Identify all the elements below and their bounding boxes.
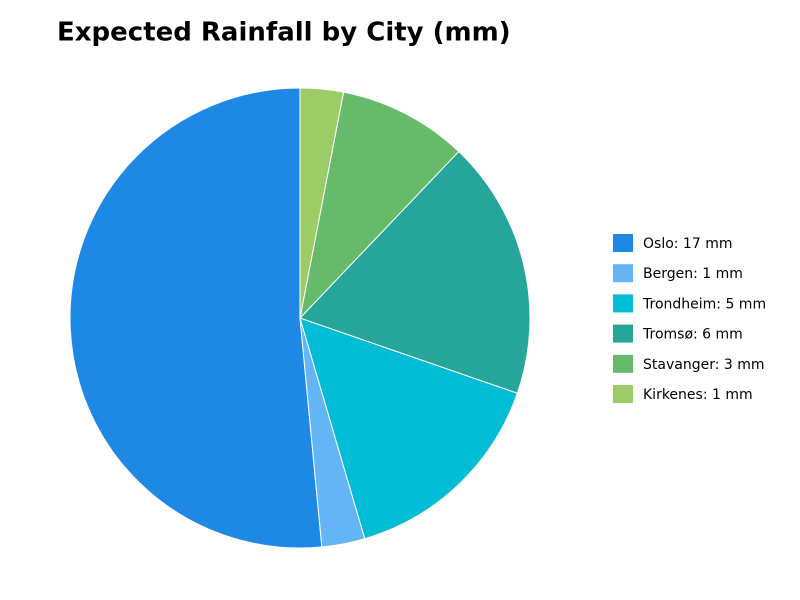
pie-slice <box>299 150 531 394</box>
pie-slice <box>299 317 518 540</box>
chart-title: Expected Rainfall by City (mm) <box>57 18 511 48</box>
legend-label: Oslo: 17 mm <box>643 236 732 252</box>
legend-label: Stavanger: 3 mm <box>643 357 765 373</box>
legend-swatch <box>613 385 633 403</box>
legend-label: Kirkenes: 1 mm <box>643 387 753 403</box>
legend-swatch <box>613 264 633 283</box>
pie-slice <box>299 91 460 320</box>
legend-swatch <box>613 354 633 373</box>
legend-label: Trondheim: 5 mm <box>642 296 766 312</box>
legend-swatch <box>613 324 633 343</box>
legend-label: Bergen: 1 mm <box>643 266 743 282</box>
legend-label: Tromsø: 6 mm <box>642 327 743 343</box>
legend-swatch <box>613 294 633 313</box>
legend-swatch <box>613 234 633 252</box>
pie-slice <box>299 87 345 319</box>
pie-slice <box>69 87 323 549</box>
